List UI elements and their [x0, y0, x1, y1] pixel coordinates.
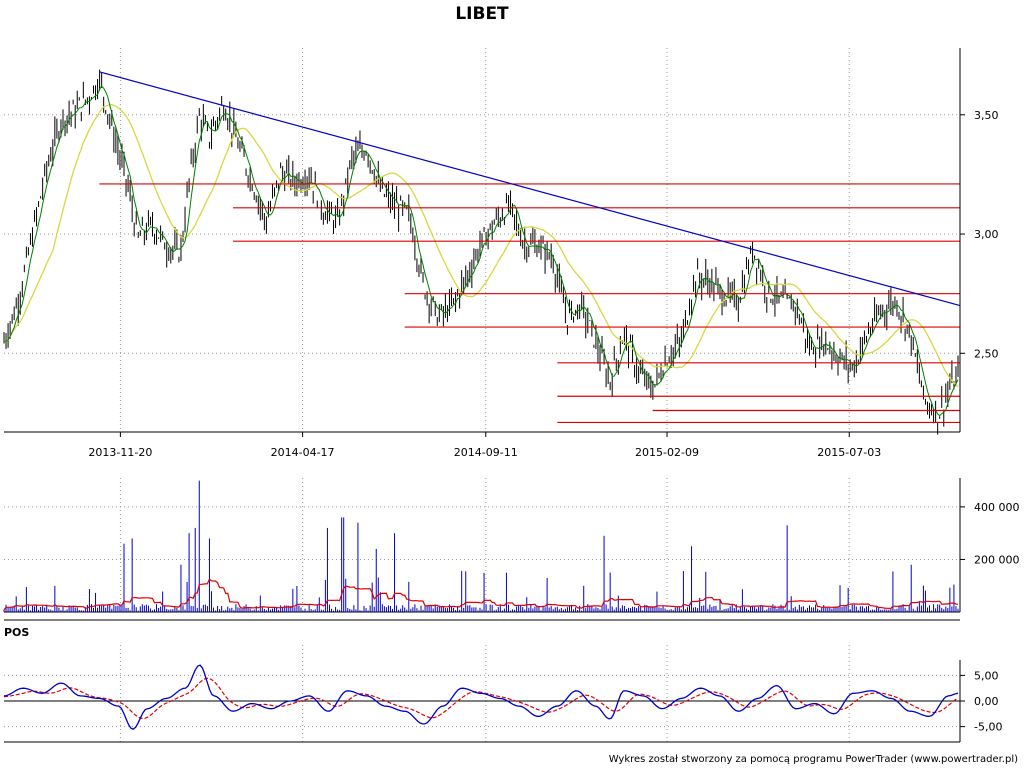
- volume-average-line: [3, 578, 959, 611]
- pos-y-tick-label: -5,00: [974, 721, 1002, 734]
- volume-bars: [3, 480, 959, 612]
- price-y-tick-label: 3,00: [974, 228, 999, 241]
- sma-long-line: [3, 103, 959, 388]
- trendline: [99, 71, 961, 307]
- pos-y-ticks: 5,00 0,00 -5,00: [960, 669, 1002, 734]
- price-bars: [3, 69, 959, 435]
- credit-text: Wykres został stworzony za pomocą progra…: [609, 754, 1018, 765]
- pos-path: [3, 664, 959, 730]
- horizontal-levels: [99, 183, 960, 424]
- pos-y-tick-label: 5,00: [974, 669, 999, 682]
- x-tick-label: 2015-07-03: [817, 446, 881, 459]
- price-y-ticks: 3,50 3,00 2,50: [960, 109, 999, 360]
- pos-signal-line: [3, 677, 959, 720]
- x-tick-label: 2013-11-20: [88, 446, 152, 459]
- pos-signal-path: [3, 677, 959, 720]
- volume-y-tick-label: 200 000: [974, 553, 1020, 566]
- price-y-tick-label: 3,50: [974, 109, 999, 122]
- volume-average-path: [3, 578, 959, 611]
- sma-short-line: [3, 85, 959, 417]
- x-tick-label: 2015-02-09: [635, 446, 699, 459]
- price-y-tick-label: 2,50: [974, 347, 999, 360]
- trendline-path: [99, 71, 961, 307]
- pos-line: [3, 664, 959, 730]
- pos-gridlines: [4, 645, 960, 742]
- volume-gridlines: [4, 478, 960, 612]
- pos-y-tick-label: 0,00: [974, 695, 999, 708]
- pos-panel-label: POS: [4, 626, 29, 639]
- x-tick-label: 2014-09-11: [454, 446, 518, 459]
- price-panel: 3,50 3,00 2,50 2013-11-20 2014-04-17 2014-09…: [3, 48, 999, 459]
- chart-title: LIBET: [455, 4, 509, 24]
- sma-short-path: [3, 85, 959, 417]
- pos-panel: POS 5,00 0,00 -5,00: [3, 626, 1002, 743]
- volume-y-ticks: 400 000 200 000: [960, 501, 1020, 566]
- volume-y-tick-label: 400 000: [974, 501, 1020, 514]
- x-ticks: 2013-11-20 2014-04-17 2014-09-11 2015-02-09…: [88, 432, 881, 459]
- x-tick-label: 2014-04-17: [271, 446, 335, 459]
- volume-panel: 400 000 200 000: [3, 478, 1020, 613]
- sma-long-path: [3, 103, 959, 388]
